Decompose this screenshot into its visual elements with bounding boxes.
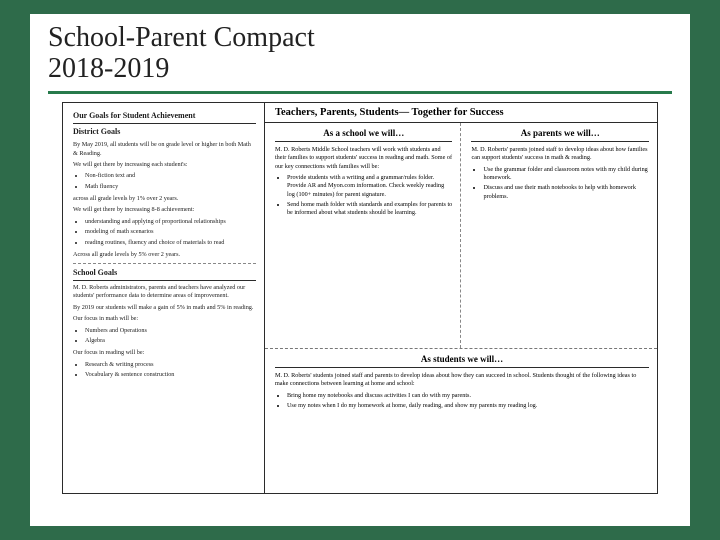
list-item: Use my notes when I do my homework at ho… [287,402,649,410]
students-heading: As students we will… [275,353,649,368]
district-span-text: across all grade levels by 1% over 2 yea… [73,195,256,203]
compact-document: Our Goals for Student Achievement Distri… [62,102,658,494]
students-cell: As students we will… M. D. Roberts' stud… [265,349,657,493]
school-heading: As a school we will… [275,127,453,142]
slide-card: School-Parent Compact 2018-2019 Our Goal… [30,14,690,526]
list-item: Non-fiction text and [85,172,256,180]
list-item: understanding and applying of proportion… [85,218,256,226]
title-line-1: School-Parent Compact [48,22,672,53]
school-goal-p2: By 2019 our students will make a gain of… [73,304,256,312]
school-cell: As a school we will… M. D. Roberts Middl… [265,123,461,348]
list-item: Math fluency [85,183,256,191]
left-heading-district: District Goals [73,127,256,139]
parents-intro: M. D. Roberts' parents joined staff to d… [471,146,649,163]
district-method-2: We will get there by increasing 8-8 achi… [73,206,256,214]
list-item: Provide students with a writing and a gr… [287,174,453,199]
math-focus-label: Our focus in math will be: [73,315,256,323]
list-item: Numbers and Operations [85,327,256,335]
left-column: Our Goals for Student Achievement Distri… [63,103,265,493]
list-item: Send home math folder with standards and… [287,201,453,218]
parents-cell: As parents we will… M. D. Roberts' paren… [460,123,657,348]
district-bullets-1: Non-fiction text and Math fluency [73,172,256,191]
list-item: Algebra [85,337,256,345]
students-bullets: Bring home my notebooks and discuss acti… [275,392,649,411]
district-goal-text: By May 2019, all students will be on gra… [73,141,256,158]
list-item: Use the grammar folder and classroom not… [483,166,649,183]
school-goal-p1: M. D. Roberts administrators, parents an… [73,284,256,301]
school-bullets: Provide students with a writing and a gr… [275,174,453,218]
parents-heading: As parents we will… [471,127,649,142]
school-goals-heading: School Goals [73,268,256,281]
list-item: Bring home my notebooks and discuss acti… [287,392,649,400]
together-banner: Teachers, Parents, Students— Together fo… [265,103,657,123]
accent-underline [48,91,672,94]
school-parent-row: As a school we will… M. D. Roberts Middl… [265,123,657,349]
title-block: School-Parent Compact 2018-2019 [30,14,690,87]
list-item: Research & writing process [85,361,256,369]
list-item: reading routines, fluency and choice of … [85,239,256,247]
list-item: Discuss and use their math notebooks to … [483,184,649,201]
parents-bullets: Use the grammar folder and classroom not… [471,166,649,201]
math-focus-bullets: Numbers and Operations Algebra [73,327,256,346]
school-intro: M. D. Roberts Middle School teachers wil… [275,146,453,171]
list-item: Vocabulary & sentence construction [85,371,256,379]
left-heading-goals: Our Goals for Student Achievement [73,111,256,124]
students-intro: M. D. Roberts' students joined staff and… [275,372,649,389]
title-line-2: 2018-2019 [48,53,672,84]
district-method-text: We will get there by increasing each stu… [73,161,256,169]
district-bullets-2: understanding and applying of proportion… [73,218,256,247]
right-column: Teachers, Parents, Students— Together fo… [265,103,657,493]
reading-focus-label: Our focus in reading will be: [73,349,256,357]
dash-separator [73,263,256,264]
district-span-2: Across all grade levels by 5% over 2 yea… [73,251,256,259]
reading-focus-bullets: Research & writing process Vocabulary & … [73,361,256,380]
list-item: modeling of math scenarios [85,228,256,236]
